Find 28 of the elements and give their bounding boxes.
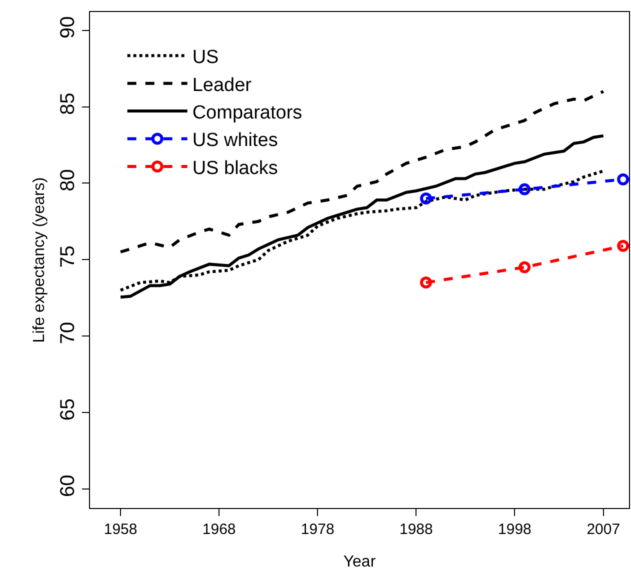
y-tick-label: 65 [57,398,79,421]
point [420,276,432,289]
x-axis-title: Year [343,554,376,571]
x-tick-label: 1958 [104,521,138,538]
legend-label: US blacks [192,158,278,179]
y-tick-label: 70 [57,322,79,344]
point [518,261,531,274]
y-tick-label: 80 [57,169,79,192]
line-series [119,90,605,254]
y-tick-label: 75 [57,245,79,268]
point [420,192,432,204]
y-tick-label: 60 [57,474,79,498]
x-tick-label: 1998 [498,521,532,538]
legend-label: US [192,47,219,68]
legend-label: US whites [192,130,278,152]
legend-label: Comparators [192,102,302,124]
y-tick-label: 85 [57,92,79,115]
y-axis-title: Life expectancy (years) [30,177,48,343]
line-series [119,134,605,299]
x-tick-label: 1968 [202,521,236,538]
x-tick-label: 1988 [399,521,433,538]
x-tick-label: 2007 [586,521,620,538]
point [617,240,629,252]
legend-label: Leader [192,74,252,96]
point [518,183,531,196]
point [617,173,629,186]
x-tick-label: 1978 [300,521,334,538]
y-tick-label: 90 [57,16,79,38]
